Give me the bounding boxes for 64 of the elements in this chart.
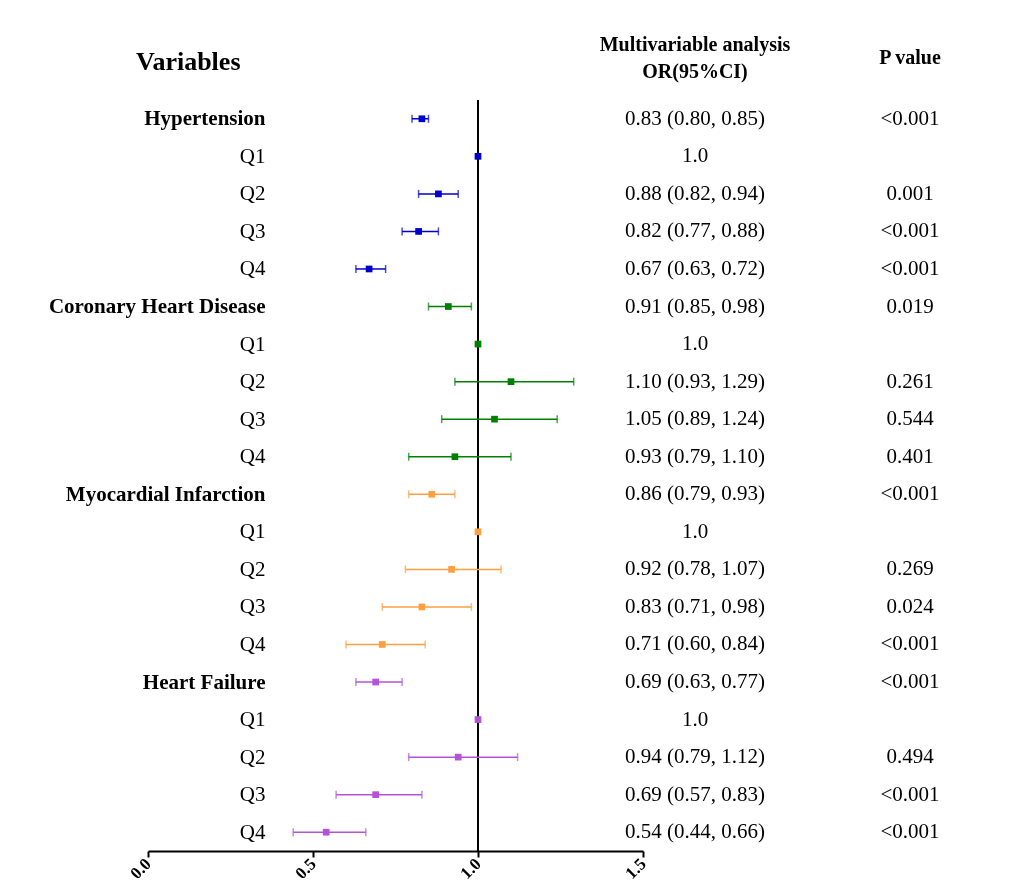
y-tick-label: Q2 — [239, 556, 266, 581]
y-tick-label: Q1 — [239, 331, 266, 356]
y-tick-label: Hypertension — [144, 106, 266, 131]
y-tick-label: Q3 — [239, 406, 266, 431]
x-tick-label: 1.5 — [621, 854, 650, 883]
y-tick-label: Q4 — [239, 444, 266, 469]
annotation: 0.69 (0.57, 0.83) — [625, 781, 765, 806]
text: 0.001 — [886, 180, 934, 205]
y-tick-label: Q1 — [239, 519, 266, 544]
y-tick-label: Q2 — [239, 181, 266, 206]
annotation: 0.86 (0.79, 0.93) — [625, 481, 765, 506]
annotation: 0.54 (0.44, 0.66) — [625, 819, 765, 844]
text: 0.544 — [886, 406, 935, 431]
text: 1.0 — [681, 518, 709, 543]
text: <0.001 — [880, 218, 940, 243]
text: 0.269 — [886, 556, 934, 581]
text: 1.0 — [681, 331, 709, 356]
y-tick-label: Myocardial Infarction — [65, 481, 266, 506]
y-tick-label: Q2 — [239, 744, 266, 769]
y-tick-label: Q3 — [239, 782, 266, 807]
text: <0.001 — [880, 105, 940, 130]
text: 0.494 — [886, 744, 935, 769]
text: 1.0 — [681, 143, 709, 168]
annotation: 0.83 (0.80, 0.85) — [625, 105, 765, 130]
y-tick-label: Q1 — [239, 707, 266, 732]
y-tick-label: Q3 — [239, 594, 266, 619]
y-tick-label: Q4 — [239, 819, 266, 844]
annotation: 1.10 (0.93, 1.29) — [625, 368, 765, 393]
x-tick-label: 0.0 — [126, 854, 155, 883]
x-tick-label: 1.0 — [456, 854, 485, 883]
annotation: 0.82 (0.77, 0.88) — [625, 218, 765, 243]
y-tick-label: Coronary Heart Disease — [48, 294, 266, 319]
text: 0.024 — [886, 593, 935, 618]
annotation: 0.83 (0.71, 0.98) — [625, 593, 765, 618]
text: 1.0 — [681, 706, 709, 731]
annotation: 0.93 (0.79, 1.10) — [625, 443, 765, 468]
y-axis-title: Variables — [136, 47, 241, 76]
y-tick-label: Q2 — [239, 369, 266, 394]
text: <0.001 — [880, 781, 940, 806]
annotation: 1.05 (0.89, 1.24) — [625, 406, 765, 431]
text: 0.019 — [886, 293, 934, 318]
text: 0.261 — [886, 368, 934, 393]
text: Multivariable analysis — [599, 33, 791, 56]
annotation: 0.67 (0.63, 0.72) — [625, 255, 765, 280]
text: <0.001 — [880, 255, 940, 280]
x-tick-label: 0.5 — [291, 854, 320, 883]
annotation: 0.91 (0.85, 0.98) — [625, 293, 765, 318]
y-tick-label: Q4 — [239, 256, 266, 281]
y-tick-label: Q1 — [239, 143, 266, 168]
y-tick-label: Q4 — [239, 631, 266, 656]
text: <0.001 — [880, 481, 940, 506]
annotation: 0.88 (0.82, 0.94) — [625, 180, 765, 205]
annotation: 0.69 (0.63, 0.77) — [625, 669, 765, 694]
text: <0.001 — [880, 819, 940, 844]
text: P value — [879, 46, 941, 68]
text: <0.001 — [880, 631, 940, 656]
text: 0.401 — [886, 443, 934, 468]
y-tick-label: Q3 — [239, 218, 266, 243]
text: OR(95%CI) — [642, 60, 748, 83]
annotation: 0.94 (0.79, 1.12) — [625, 744, 765, 769]
text: <0.001 — [880, 669, 940, 694]
annotation: 0.71 (0.60, 0.84) — [625, 631, 765, 656]
annotation: 0.92 (0.78, 1.07) — [625, 556, 765, 581]
y-tick-label: Heart Failure — [142, 669, 266, 694]
